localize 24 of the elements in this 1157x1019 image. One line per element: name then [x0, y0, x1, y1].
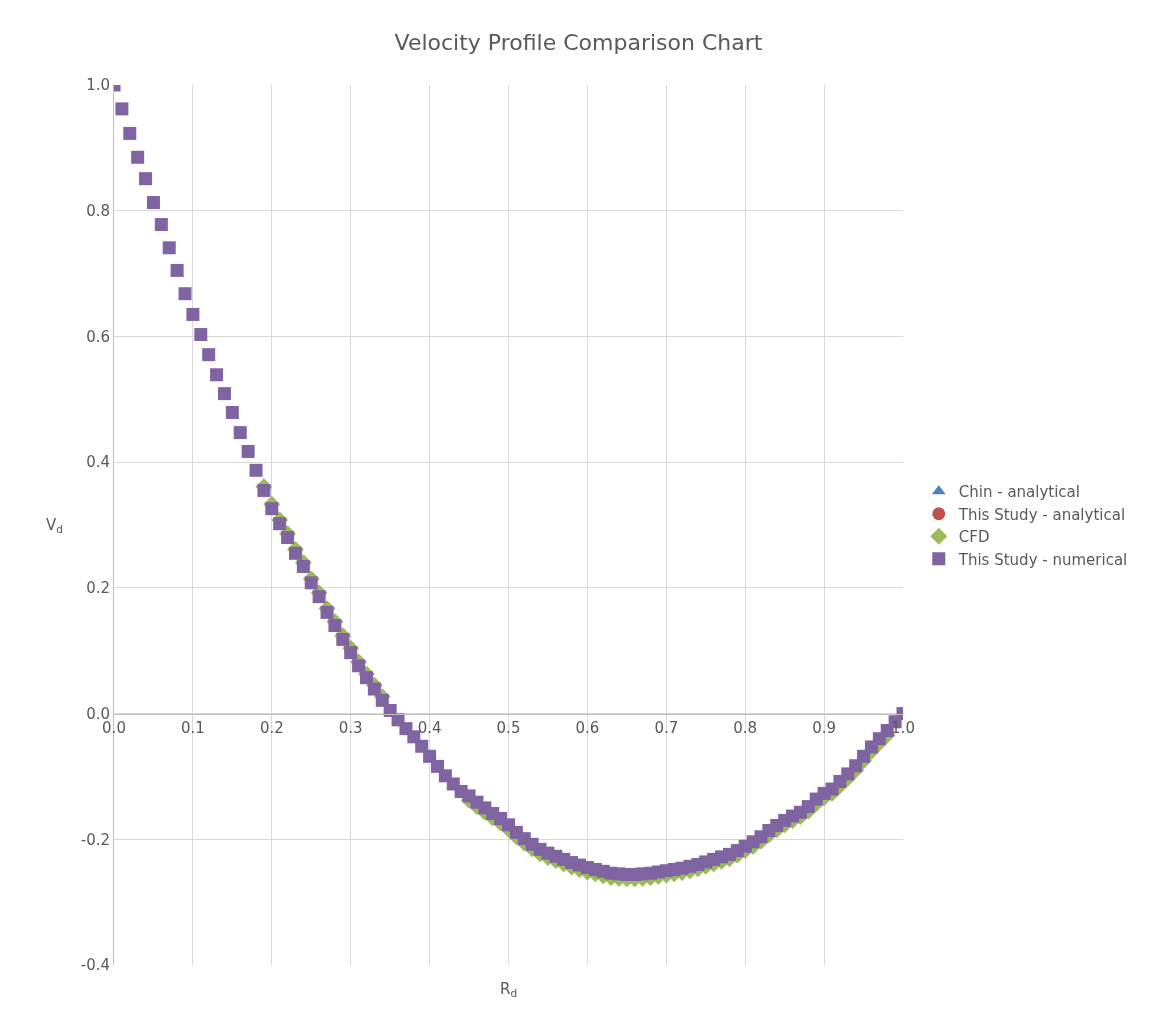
x-tick-label: 0.9 [812, 718, 837, 737]
x-tick-label: 0.1 [180, 718, 205, 737]
x-tick-label: 0.3 [338, 718, 363, 737]
y-tick-label: 0.4 [86, 453, 110, 472]
x-tick-label: 0.2 [259, 718, 284, 737]
y-tick-label: -0.2 [80, 830, 110, 849]
x-tick-label: 0.4 [417, 718, 442, 737]
x-axis-title: R$_{d}$ [500, 980, 518, 1000]
y-tick-label: 0.8 [86, 201, 110, 220]
legend-label: CFD [958, 528, 990, 547]
y-tick-label: 1.0 [86, 76, 110, 95]
legend-label: This Study - numerical [957, 550, 1128, 569]
x-tick-label: 0.5 [496, 718, 521, 737]
x-tick-label: 0.0 [102, 718, 126, 737]
x-tick-label: 0.6 [575, 718, 600, 737]
legend-label: This Study - analytical [957, 505, 1126, 524]
x-tick-label: 0.7 [654, 718, 679, 737]
legend-label: Chin - analytical [958, 483, 1080, 502]
y-axis-title: V$_{d}$ [46, 516, 63, 536]
y-tick-label: -0.4 [80, 956, 110, 975]
y-tick-label: 0.6 [86, 327, 110, 346]
y-tick-label: 0.2 [86, 579, 110, 598]
x-tick-label: 0.8 [733, 718, 758, 737]
chart-title: Velocity Profile Comparison Chart [394, 29, 763, 55]
